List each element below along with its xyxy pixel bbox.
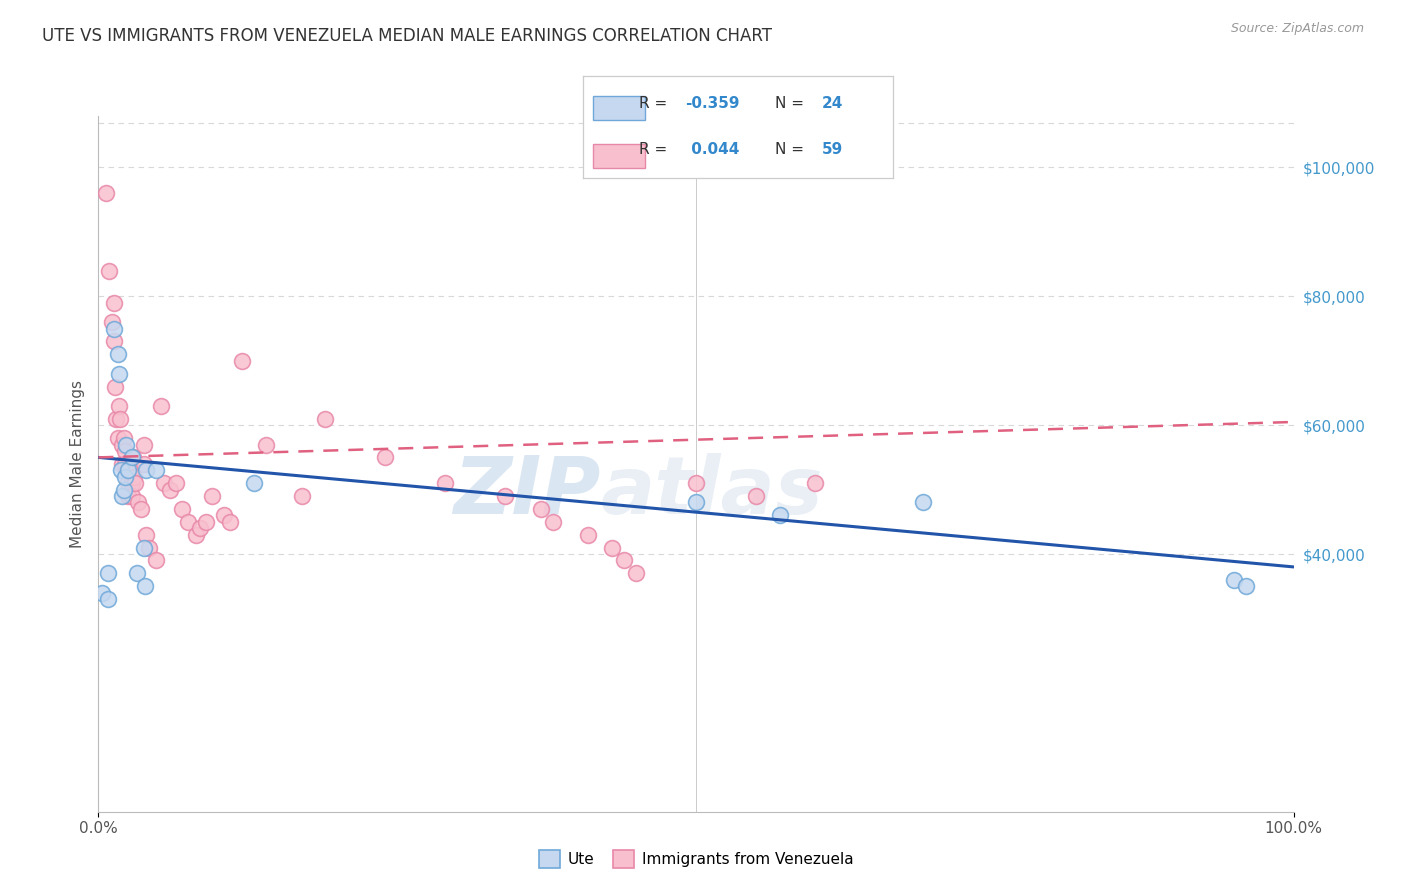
Point — [541, 515, 564, 529]
Point — [114, 444, 136, 458]
Point — [111, 437, 134, 451]
Point — [153, 476, 176, 491]
Point — [254, 437, 277, 451]
Text: 24: 24 — [821, 96, 844, 111]
Point — [132, 541, 155, 555]
Point — [103, 334, 125, 349]
Text: N =: N = — [775, 142, 808, 157]
Point — [131, 502, 153, 516]
Point — [98, 263, 121, 277]
Point — [159, 483, 181, 497]
Point — [212, 508, 235, 523]
Text: -0.359: -0.359 — [686, 96, 740, 111]
Point — [219, 515, 242, 529]
Point — [115, 437, 138, 451]
Point — [124, 469, 146, 483]
Point — [1234, 579, 1257, 593]
Point — [117, 463, 139, 477]
Point — [103, 295, 125, 310]
Point — [231, 353, 253, 368]
Point — [100, 315, 122, 329]
Point — [745, 489, 768, 503]
Point — [107, 399, 129, 413]
Point — [107, 347, 129, 361]
Point — [111, 489, 134, 503]
Point — [194, 515, 218, 529]
Point — [165, 476, 187, 491]
Point — [94, 186, 117, 201]
Text: UTE VS IMMIGRANTS FROM VENEZUELA MEDIAN MALE EARNINGS CORRELATION CHART: UTE VS IMMIGRANTS FROM VENEZUELA MEDIAN … — [42, 27, 772, 45]
Point — [138, 541, 160, 555]
Point — [124, 476, 146, 491]
Point — [576, 527, 599, 541]
Y-axis label: Median Male Earnings: Median Male Earnings — [69, 380, 84, 548]
Bar — [593, 95, 645, 120]
Point — [112, 483, 135, 497]
Point — [134, 579, 156, 593]
Point — [91, 585, 114, 599]
Point — [107, 367, 129, 381]
Point — [374, 450, 396, 465]
Legend: Ute, Immigrants from Venezuela: Ute, Immigrants from Venezuela — [533, 844, 859, 873]
Point — [115, 463, 138, 477]
Point — [177, 515, 200, 529]
Point — [121, 450, 143, 465]
Text: Source: ZipAtlas.com: Source: ZipAtlas.com — [1230, 22, 1364, 36]
Point — [114, 457, 136, 471]
Point — [494, 489, 516, 503]
Point — [433, 476, 456, 491]
Text: 0.044: 0.044 — [686, 142, 740, 157]
Point — [97, 592, 120, 607]
Point — [105, 411, 128, 425]
Point — [110, 463, 132, 477]
Point — [132, 457, 155, 471]
Point — [127, 495, 149, 509]
Point — [186, 527, 208, 541]
Text: R =: R = — [640, 96, 672, 111]
Point — [132, 437, 155, 451]
Point — [529, 502, 551, 516]
Point — [243, 476, 266, 491]
Point — [97, 566, 120, 581]
Point — [172, 502, 194, 516]
Point — [117, 489, 139, 503]
Point — [111, 457, 134, 471]
Point — [602, 541, 624, 555]
Point — [112, 431, 135, 445]
Text: 59: 59 — [821, 142, 844, 157]
Point — [107, 431, 129, 445]
Point — [188, 521, 211, 535]
Point — [135, 527, 157, 541]
Point — [108, 411, 131, 425]
Point — [149, 399, 172, 413]
Text: N =: N = — [775, 96, 808, 111]
Point — [768, 508, 790, 523]
Point — [103, 321, 125, 335]
Point — [135, 463, 157, 477]
Point — [121, 489, 143, 503]
Point — [145, 553, 167, 567]
Point — [613, 553, 636, 567]
Point — [291, 489, 314, 503]
Point — [804, 476, 827, 491]
Point — [685, 495, 707, 509]
Point — [201, 489, 224, 503]
Point — [122, 450, 145, 465]
Point — [145, 463, 167, 477]
Point — [104, 379, 127, 393]
Text: ZIP: ZIP — [453, 452, 600, 531]
Point — [121, 476, 143, 491]
Bar — [593, 144, 645, 168]
Point — [626, 566, 648, 581]
Point — [315, 411, 337, 425]
Point — [117, 476, 139, 491]
Point — [125, 566, 148, 581]
Point — [120, 463, 142, 477]
Point — [114, 469, 136, 483]
Text: R =: R = — [640, 142, 672, 157]
Point — [911, 495, 934, 509]
Point — [685, 476, 707, 491]
Point — [1222, 573, 1246, 587]
Text: atlas: atlas — [600, 452, 823, 531]
